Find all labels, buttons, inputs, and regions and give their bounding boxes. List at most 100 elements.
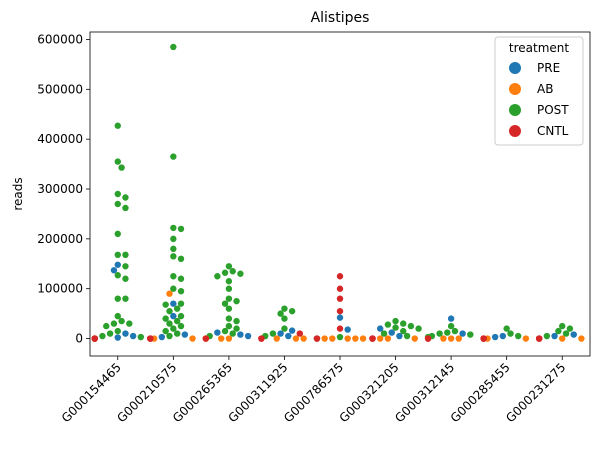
data-point-post [562, 330, 570, 337]
data-point-ab [189, 335, 196, 342]
x-ticks: G000154465G000210575G000265365G000311925… [59, 356, 568, 425]
data-point-post [122, 295, 129, 302]
data-point-cntl [535, 335, 543, 342]
data-point-ab [225, 335, 233, 342]
data-point-post [162, 301, 169, 308]
data-point-pre [244, 332, 252, 340]
data-point-pre [170, 312, 177, 320]
data-point-pre [237, 331, 244, 338]
legend-label-pre: PRE [537, 61, 560, 75]
data-point-post [503, 325, 510, 332]
data-point-post [447, 322, 455, 330]
data-point-post [336, 333, 344, 341]
data-point-post [177, 225, 185, 233]
data-point-post [177, 288, 185, 295]
data-point-post [177, 300, 185, 307]
data-point-cntl [147, 335, 154, 342]
data-point-post [221, 327, 229, 335]
data-point-post [170, 245, 177, 253]
y-tick-label: 100000 [37, 282, 83, 296]
data-point-ab [273, 335, 280, 342]
data-point-pre [170, 300, 177, 307]
data-point-post [170, 253, 177, 260]
data-point-post [400, 320, 407, 327]
data-point-post [166, 332, 173, 340]
data-point-post [162, 327, 169, 335]
data-point-ab [447, 335, 455, 342]
y-tick-label: 600000 [37, 32, 83, 46]
data-point-post [225, 263, 233, 270]
data-point-post [166, 320, 173, 327]
data-point-post [114, 230, 121, 238]
data-point-cntl [336, 295, 344, 302]
data-point-post [177, 275, 185, 282]
data-point-post [170, 224, 177, 232]
data-point-ab [559, 335, 566, 342]
data-point-post [288, 307, 296, 315]
data-point-pre [491, 333, 499, 341]
data-point-post [225, 295, 233, 302]
data-point-post [137, 333, 145, 341]
data-point-post [122, 204, 129, 212]
data-point-post [110, 320, 118, 327]
data-point-ab [440, 335, 447, 342]
data-point-post [392, 317, 399, 325]
legend-label-post: POST [537, 103, 569, 117]
data-point-pre [376, 325, 384, 332]
data-point-ab [218, 335, 225, 342]
data-point-cntl [336, 273, 344, 280]
data-point-pre [285, 332, 292, 340]
data-point-cntl [91, 335, 98, 342]
data-point-post [229, 268, 236, 275]
data-point-post [170, 325, 177, 332]
data-point-pre [570, 331, 577, 338]
data-point-post [277, 310, 284, 317]
data-point-post [467, 331, 474, 338]
data-point-ab [376, 335, 384, 342]
data-point-post [281, 325, 288, 332]
legend: treatment PRE AB POST CNTL [494, 36, 584, 146]
data-point-post [170, 235, 177, 243]
data-point-pre [158, 333, 166, 341]
legend-title: treatment [509, 41, 569, 55]
data-point-ab [292, 335, 300, 342]
data-point-post [170, 273, 177, 280]
legend-marker-cntl [509, 125, 521, 137]
data-point-pre [396, 332, 403, 340]
data-point-post [162, 315, 169, 322]
data-point-pre [114, 261, 121, 268]
data-point-pre [277, 330, 284, 337]
data-point-post [555, 327, 562, 335]
data-point-post [99, 332, 106, 340]
legend-label-cntl: CNTL [537, 124, 569, 138]
data-point-post [559, 322, 566, 330]
chart-title: Alistipes [311, 10, 370, 26]
data-point-ab [578, 335, 585, 342]
data-point-post [103, 322, 110, 330]
data-points [91, 43, 585, 342]
data-point-post [114, 200, 121, 208]
data-point-cntl [424, 335, 432, 342]
x-tick-label: G000231275 [503, 360, 568, 425]
data-point-post [415, 325, 422, 332]
data-point-post [122, 251, 129, 259]
data-point-post [269, 330, 277, 337]
data-point-post [225, 322, 233, 330]
data-point-pre [551, 332, 558, 340]
data-point-ab [522, 335, 530, 342]
y-tick-label: 300000 [37, 182, 83, 196]
data-point-pre [447, 315, 455, 322]
data-point-cntl [480, 335, 487, 342]
data-point-post [114, 312, 121, 320]
data-point-cntl [369, 335, 376, 342]
data-point-pre [288, 327, 296, 334]
data-point-post [281, 305, 288, 312]
data-point-cntl [336, 307, 344, 315]
data-point-post [170, 285, 177, 292]
data-point-cntl [336, 285, 344, 292]
data-point-cntl [296, 330, 304, 337]
data-point-post [436, 330, 443, 337]
data-point-post [514, 332, 522, 340]
data-point-post [233, 297, 240, 305]
data-point-post [225, 305, 233, 312]
